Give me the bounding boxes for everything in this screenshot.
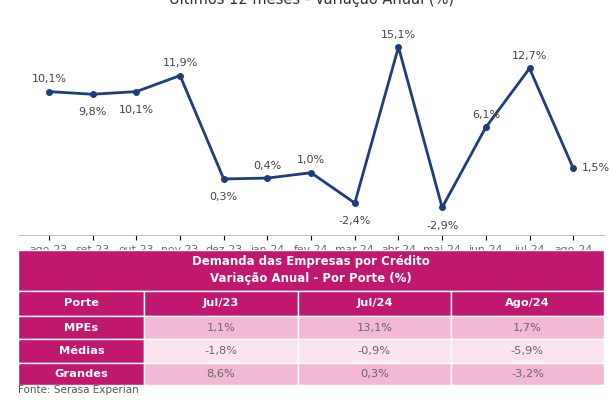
Text: Jul/23: Jul/23 bbox=[203, 298, 239, 308]
FancyBboxPatch shape bbox=[451, 339, 604, 363]
FancyBboxPatch shape bbox=[298, 339, 451, 363]
FancyBboxPatch shape bbox=[451, 363, 604, 386]
Text: 13,1%: 13,1% bbox=[356, 323, 392, 333]
Text: -2,4%: -2,4% bbox=[338, 216, 371, 226]
Text: Porte: Porte bbox=[64, 298, 99, 308]
FancyBboxPatch shape bbox=[18, 291, 144, 316]
Text: Fonte: Serasa Experian: Fonte: Serasa Experian bbox=[18, 302, 139, 312]
Text: MPEs: MPEs bbox=[64, 323, 98, 333]
Text: 10,1%: 10,1% bbox=[119, 104, 154, 115]
FancyBboxPatch shape bbox=[144, 339, 298, 363]
FancyBboxPatch shape bbox=[298, 291, 451, 316]
Text: 0,3%: 0,3% bbox=[210, 192, 238, 202]
Text: 8,6%: 8,6% bbox=[207, 369, 235, 379]
Text: Fonte: Serasa Experian: Fonte: Serasa Experian bbox=[18, 385, 139, 395]
Text: -1,8%: -1,8% bbox=[205, 346, 237, 356]
Text: -0,9%: -0,9% bbox=[358, 346, 391, 356]
Text: 11,9%: 11,9% bbox=[162, 58, 197, 68]
FancyBboxPatch shape bbox=[18, 339, 144, 363]
FancyBboxPatch shape bbox=[298, 316, 451, 339]
Text: Grandes: Grandes bbox=[55, 369, 109, 379]
FancyBboxPatch shape bbox=[18, 316, 144, 339]
Text: Jul/24: Jul/24 bbox=[356, 298, 392, 308]
Text: 1,1%: 1,1% bbox=[207, 323, 235, 333]
Text: Ago/24: Ago/24 bbox=[505, 298, 550, 308]
Text: Demanda das Empresas por Crédito
Variação Anual - Por Porte (%): Demanda das Empresas por Crédito Variaçã… bbox=[192, 255, 430, 286]
FancyBboxPatch shape bbox=[18, 250, 604, 291]
FancyBboxPatch shape bbox=[18, 363, 144, 386]
FancyBboxPatch shape bbox=[451, 316, 604, 339]
FancyBboxPatch shape bbox=[144, 316, 298, 339]
FancyBboxPatch shape bbox=[144, 363, 298, 386]
Text: 15,1%: 15,1% bbox=[381, 29, 416, 40]
Title: Demanda das Empresas por Crédito
Últimos 12 meses - Variação Anual (%): Demanda das Empresas por Crédito Últimos… bbox=[169, 0, 454, 7]
Text: 9,8%: 9,8% bbox=[78, 107, 107, 118]
Text: 0,3%: 0,3% bbox=[360, 369, 389, 379]
FancyBboxPatch shape bbox=[298, 363, 451, 386]
Text: 1,5%: 1,5% bbox=[582, 163, 610, 173]
Text: 1,7%: 1,7% bbox=[513, 323, 542, 333]
Text: 12,7%: 12,7% bbox=[512, 51, 547, 61]
Text: 0,4%: 0,4% bbox=[253, 161, 281, 171]
Text: -2,9%: -2,9% bbox=[426, 221, 459, 231]
Text: -3,2%: -3,2% bbox=[511, 369, 544, 379]
Text: 10,1%: 10,1% bbox=[31, 74, 67, 84]
FancyBboxPatch shape bbox=[144, 291, 298, 316]
Text: 6,1%: 6,1% bbox=[472, 110, 500, 120]
Text: -5,9%: -5,9% bbox=[511, 346, 544, 356]
Text: 1,0%: 1,0% bbox=[297, 155, 325, 165]
Text: Médias: Médias bbox=[58, 346, 104, 356]
FancyBboxPatch shape bbox=[451, 291, 604, 316]
